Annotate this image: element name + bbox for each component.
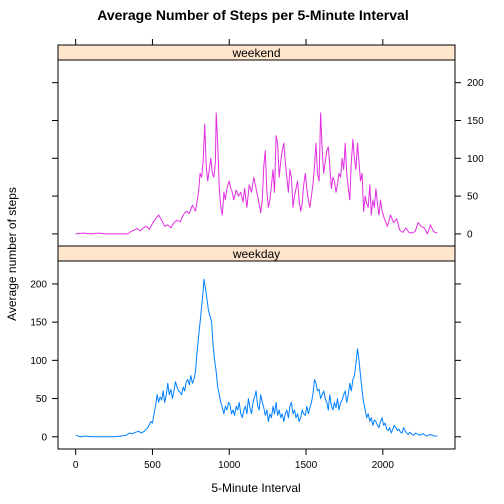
x-axis: 0 500 1000 1500 2000 bbox=[73, 39, 394, 471]
x-tick-label: 0 bbox=[73, 460, 79, 471]
y-axis-title: Average number of steps bbox=[5, 187, 19, 321]
x-tick-label: 1500 bbox=[295, 460, 318, 471]
strip-weekday bbox=[57, 245, 456, 262]
y-axis: 0 50 100 150 200 0 50 100 150 200 bbox=[30, 78, 484, 443]
series-line-weekday bbox=[75, 278, 438, 438]
y-tick-label-weekday: 150 bbox=[30, 318, 47, 329]
series-line-weekend bbox=[75, 112, 438, 235]
y-tick-label-weekday: 50 bbox=[36, 394, 48, 405]
x-axis-title: 5-Minute Interval bbox=[211, 481, 300, 495]
panel-frame-weekend bbox=[57, 59, 456, 247]
y-tick-label-weekend: 150 bbox=[467, 116, 484, 127]
series-lines bbox=[75, 112, 438, 438]
strip-weekend bbox=[57, 44, 456, 61]
chart-title: Average Number of Steps per 5-Minute Int… bbox=[97, 7, 408, 23]
strip-label-weekday: weekday bbox=[232, 247, 280, 261]
y-tick-label-weekend: 200 bbox=[467, 78, 484, 89]
panel-strips: weekend weekday bbox=[57, 44, 456, 262]
strip-label-weekend: weekend bbox=[231, 46, 280, 60]
y-tick-label-weekday: 0 bbox=[41, 432, 47, 443]
y-tick-label-weekend: 100 bbox=[467, 154, 484, 165]
x-tick-label: 500 bbox=[144, 460, 161, 471]
panel-frame-weekday bbox=[57, 260, 456, 450]
x-tick-label: 2000 bbox=[372, 460, 395, 471]
y-tick-label-weekend: 50 bbox=[467, 192, 479, 203]
x-tick-label: 1000 bbox=[218, 460, 241, 471]
y-tick-label-weekend: 0 bbox=[467, 229, 473, 240]
y-tick-label-weekday: 200 bbox=[30, 279, 47, 290]
y-tick-label-weekday: 100 bbox=[30, 356, 47, 367]
